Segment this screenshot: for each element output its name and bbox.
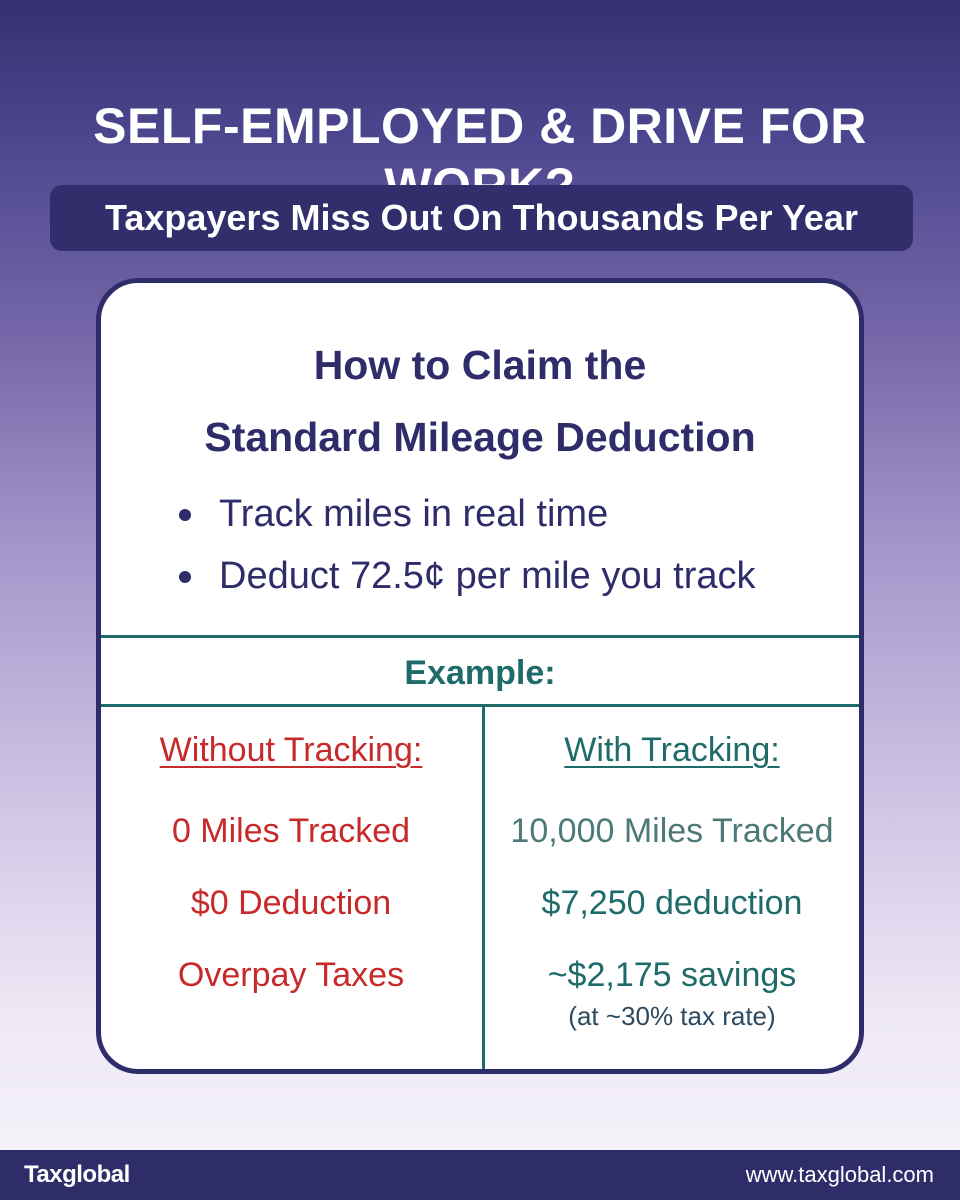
divider-top	[101, 635, 859, 638]
list-item: Track miles in real time	[179, 483, 756, 545]
without-tracking-column: Without Tracking: 0 Miles Tracked $0 Ded…	[101, 723, 481, 1011]
tax-rate-note: (at ~30% tax rate)	[568, 1001, 776, 1031]
footer-bar: Taxglobal www.taxglobal.com	[0, 1150, 960, 1200]
subheadline-banner: Taxpayers Miss Out On Thousands Per Year	[50, 185, 913, 251]
without-deduction: $0 Deduction	[190, 884, 392, 922]
bullet-icon	[179, 509, 191, 521]
bullet-icon	[179, 571, 191, 583]
with-miles: 10,000 Miles Tracked	[510, 812, 834, 850]
example-label: Example:	[404, 654, 556, 692]
steps-list: Track miles in real time Deduct 72.5¢ pe…	[179, 483, 756, 607]
list-item: Deduct 72.5¢ per mile you track	[179, 545, 756, 607]
with-tracking-heading: With Tracking:	[564, 731, 780, 769]
with-deduction: $7,250 deduction	[541, 884, 803, 922]
with-savings: ~$2,175 savings	[547, 956, 797, 994]
list-item-text: Deduct 72.5¢ per mile you track	[219, 555, 756, 597]
card-title-line1: How to Claim the	[313, 342, 647, 388]
card-title-line2: Standard Mileage Deduction	[204, 414, 756, 460]
website-link[interactable]: www.taxglobal.com	[745, 1162, 934, 1187]
card-title: How to Claim the Standard Mileage Deduct…	[101, 329, 859, 473]
info-card: How to Claim the Standard Mileage Deduct…	[96, 278, 864, 1074]
with-tracking-column: With Tracking: 10,000 Miles Tracked $7,2…	[485, 723, 859, 1031]
list-item-text: Track miles in real time	[219, 493, 609, 535]
without-miles: 0 Miles Tracked	[171, 812, 411, 850]
without-tracking-heading: Without Tracking:	[159, 731, 423, 769]
divider-middle	[101, 704, 859, 707]
without-outcome: Overpay Taxes	[177, 956, 405, 994]
brand-logo: Taxglobal	[24, 1161, 130, 1188]
column-divider	[482, 707, 485, 1069]
